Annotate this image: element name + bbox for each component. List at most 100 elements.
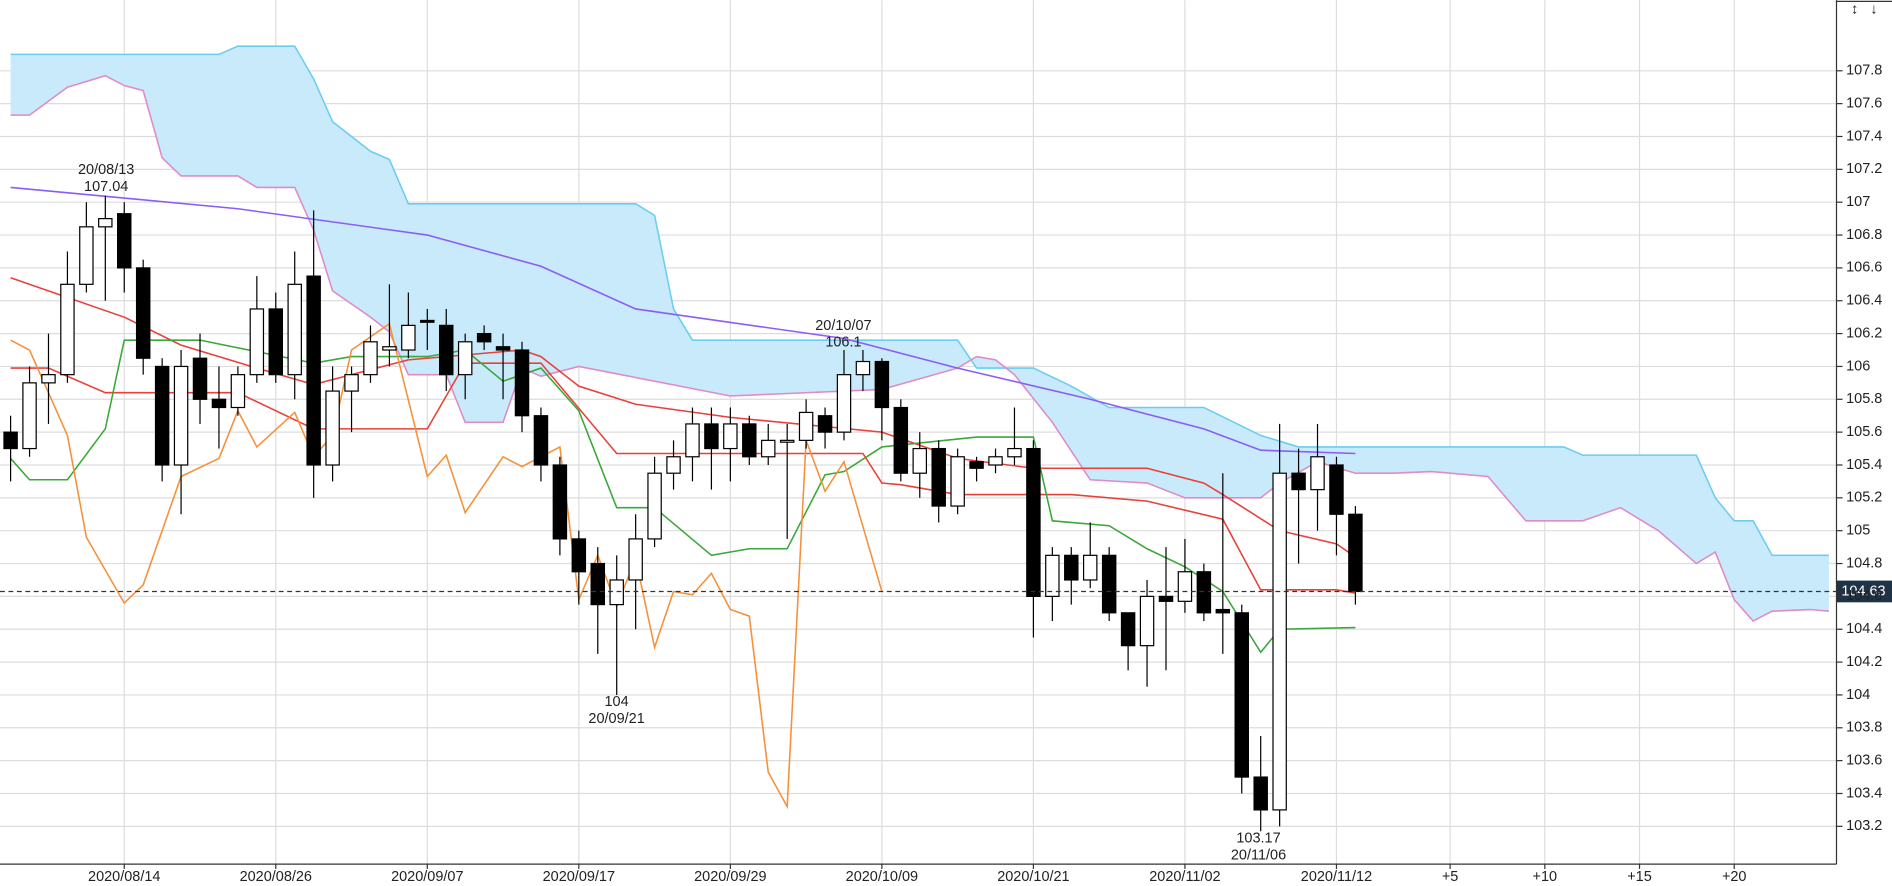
candle-body <box>571 538 587 573</box>
annotation: 20/11/06 <box>1231 847 1286 863</box>
candle-body <box>420 319 435 323</box>
candle-body <box>760 439 776 458</box>
candle-body <box>1291 472 1306 491</box>
candle-body <box>1310 456 1325 491</box>
candle-body <box>1045 554 1060 597</box>
overlay: 104.6320/08/13107.0420/10/07106.110420/0… <box>0 162 1892 863</box>
candle-body <box>874 360 890 409</box>
x-tick-label: 2020/09/29 <box>694 869 766 885</box>
y-tick-label: 104.8 <box>1846 555 1882 571</box>
y-tick-label: 105 <box>1846 523 1870 539</box>
y-tick-label: 106.4 <box>1846 293 1882 309</box>
y-tick-label: 105.2 <box>1846 490 1882 506</box>
candle-body <box>742 423 757 458</box>
candle-body <box>495 346 511 351</box>
annotation: 20/10/07 <box>815 318 871 334</box>
candle-body <box>723 423 738 450</box>
candle-body <box>1272 472 1287 811</box>
annotation: 20/08/13 <box>78 162 134 178</box>
candle-body <box>552 464 568 540</box>
candle-body <box>1215 608 1231 614</box>
y-tick-label: 106 <box>1846 358 1870 374</box>
candle-body <box>779 439 795 443</box>
x-tick-label: 2020/11/12 <box>1301 869 1372 885</box>
candle-body <box>628 538 643 581</box>
candle-body <box>401 324 416 351</box>
indicator-line <box>10 74 1829 623</box>
x-tick-label: +5 <box>1442 869 1459 885</box>
y-tick-label: 104.6 <box>1846 588 1882 604</box>
candle-body <box>211 398 227 409</box>
y-tick-label: 106.6 <box>1846 260 1882 276</box>
annotation: 104 <box>605 694 629 710</box>
annotation: 106.1 <box>825 335 861 351</box>
toolbar-icon[interactable]: ↕ <box>1851 2 1858 18</box>
candle-body <box>666 456 681 474</box>
candles <box>3 195 1363 832</box>
candle-body <box>22 382 37 450</box>
candle-body <box>514 349 530 417</box>
indicator-line <box>10 186 1356 455</box>
candle-body <box>117 213 132 269</box>
candle-body <box>533 415 549 466</box>
candle-body <box>457 341 473 376</box>
candle-body <box>41 374 56 384</box>
x-tick-label: 2020/09/17 <box>543 869 615 885</box>
candle-body <box>60 283 75 376</box>
last-price-box <box>1836 580 1892 603</box>
x-tick-label: 2020/10/21 <box>997 869 1069 885</box>
candle-body <box>173 365 189 466</box>
candle-body <box>154 365 170 466</box>
candle-body <box>382 346 397 351</box>
candle-body <box>817 415 833 433</box>
y-tick-label: 107.2 <box>1846 161 1882 177</box>
x-tick-label: 2020/08/26 <box>240 869 312 885</box>
cloud-fill <box>10 46 1829 622</box>
y-tick-label: 106.2 <box>1846 325 1882 341</box>
candle-body <box>79 226 94 285</box>
candle-body <box>685 423 700 458</box>
candle-body <box>1007 447 1022 458</box>
y-tick-label: 107 <box>1846 194 1870 210</box>
candle-body <box>268 308 284 376</box>
candle-body <box>1253 776 1268 811</box>
candle-body <box>1120 612 1136 647</box>
candle-body <box>476 332 492 343</box>
candle-body <box>249 308 265 376</box>
candle-body <box>931 447 946 507</box>
candle-body <box>647 472 662 540</box>
candle-body <box>1026 447 1041 597</box>
candle-body <box>287 283 302 376</box>
x-tick-label: 2020/11/02 <box>1149 869 1220 885</box>
candle-body <box>969 461 984 469</box>
x-tick-label: 2020/09/07 <box>391 869 463 885</box>
y-tick-label: 107.6 <box>1846 95 1882 111</box>
candle-body <box>893 406 909 474</box>
y-tick-label: 103.2 <box>1846 818 1882 834</box>
cloud <box>10 46 1829 622</box>
candle-body <box>363 341 378 376</box>
candle-body <box>836 374 852 433</box>
candle-body <box>325 390 340 466</box>
indicator-line <box>10 45 1829 557</box>
candle-body <box>1329 464 1344 515</box>
x-tick-label: +20 <box>1722 869 1747 885</box>
candle-body <box>306 275 321 466</box>
candle-body <box>344 374 359 392</box>
candle-body <box>3 431 18 450</box>
candle-body <box>1348 513 1363 593</box>
annotation: 20/09/21 <box>588 711 644 727</box>
toolbar-icon[interactable]: ↓ <box>1870 2 1877 18</box>
candle-body <box>1177 571 1193 602</box>
candle-body <box>1082 554 1098 581</box>
y-tick-label: 105.4 <box>1846 457 1882 473</box>
candle-body <box>439 324 454 376</box>
annotation: 103.17 <box>1236 831 1280 847</box>
candle-body <box>950 456 965 507</box>
y-tick-label: 107.8 <box>1846 63 1882 79</box>
candle-body <box>192 357 208 400</box>
annotation: 107.04 <box>84 179 128 195</box>
y-tick-label: 104.2 <box>1846 654 1882 670</box>
